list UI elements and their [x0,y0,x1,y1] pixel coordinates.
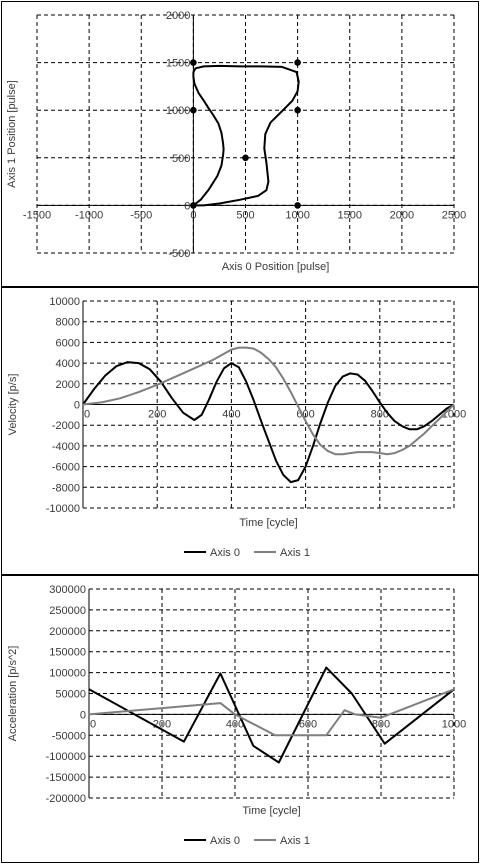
x-tick-label: 800 [371,409,389,421]
y-tick-label: 200000 [49,626,86,638]
x-tick-label: 2500 [442,209,466,221]
x-axis-title: Time [cycle] [239,517,297,529]
data-point-marker [294,106,301,114]
series-line-axis-0 [88,666,455,764]
y-tick-label: 0 [80,709,86,721]
y-tick-label: 8000 [56,317,80,329]
y-tick-label: 2000 [56,379,80,391]
y-tick-label: 0 [184,200,190,212]
x-tick-label: 1000 [285,209,309,221]
y-tick-label: -500 [168,248,190,260]
legend-label: Axis 1 [280,835,310,847]
y-tick-label: 100000 [49,668,86,680]
y-tick-label: 500 [172,153,190,165]
data-point-marker [294,202,301,209]
data-point-marker [190,106,197,114]
x-tick-label: 1500 [338,209,362,221]
y-tick-label: 10000 [49,296,80,308]
series-line-axis-1 [88,688,455,737]
y-tick-label: -2000 [52,420,80,432]
y-tick-label: 1000 [166,105,190,117]
x-tick-label: 2000 [390,209,414,221]
legend-label: Axis 1 [280,547,310,559]
x-tick-label: -1500 [23,209,51,221]
legend-label: Axis 0 [210,547,240,559]
y-tick-label: 4000 [56,358,80,370]
velocity-chart-panel: 0 200 400 600 800 1000 -10000 -8000 -6000 -4000 -2… [1,287,479,575]
y-tick-label: 250000 [49,605,86,617]
x-tick-label: 0 [84,409,90,421]
y-axis-title: Axis 1 Position [pulse] [6,80,18,188]
x-tick-label: -500 [130,209,152,221]
y-tick-label: -100000 [46,751,86,763]
y-tick-label: 2000 [166,10,190,22]
y-tick-label: 150000 [49,647,86,659]
x-tick-label: 0 [190,209,196,221]
data-point-marker [190,59,197,66]
y-tick-label: 6000 [56,337,80,349]
x-tick-label: 600 [299,718,317,730]
x-tick-label: 200 [148,409,166,421]
y-tick-label: -150000 [46,772,86,784]
x-axis-title: Time [cycle] [242,805,300,817]
y-tick-label: -6000 [52,462,80,474]
x-tick-label: 1000 [442,718,466,730]
x-tick-label: 800 [372,718,390,730]
data-point-marker [190,202,197,209]
data-point-marker [294,59,301,66]
y-tick-label: -10000 [46,503,80,515]
series-line-axis-1 [82,346,455,456]
x-tick-label: 500 [236,209,254,221]
x-tick-label: 0 [90,718,96,730]
series-line-axis-0 [82,361,455,484]
y-axis-title: Acceleration [p/s^2] [7,646,19,742]
data-point-marker [242,154,249,162]
legend-label: Axis 0 [210,835,240,847]
acceleration-chart: 0 200 400 600 800 1000-200000-150000-100000-5… [7,584,466,847]
xy-position-chart-panel: -1500 -1000 -500 0 500 1000 1500 2000 2500 -500 0 5… [1,1,479,287]
x-tick-label: 400 [226,718,244,730]
series-line-path [192,64,300,207]
xy-position-chart: -1500 -1000 -500 0 500 1000 1500 2000 2500 -500 0 5… [6,10,466,273]
x-tick-label: 400 [222,409,240,421]
y-tick-label: -4000 [52,441,80,453]
x-tick-label: -1000 [75,209,103,221]
y-axis-title: Velocity [p/s] [7,374,19,436]
y-tick-label: -8000 [52,482,80,494]
x-axis-title: Axis 0 Position [pulse] [222,261,330,273]
y-tick-label: 300000 [49,584,86,596]
y-tick-label: 1500 [166,58,190,70]
velocity-chart: 0 200 400 600 800 1000-10000-8000-6000-4000-2… [7,296,466,559]
acceleration-chart-panel: 0 200 400 600 800 1000 -200000 -150000 -100000 -5… [1,575,479,863]
y-tick-label: -50000 [52,730,86,742]
y-tick-label: -200000 [46,793,86,805]
y-tick-label: 0 [74,400,80,412]
y-tick-label: 50000 [55,689,86,701]
